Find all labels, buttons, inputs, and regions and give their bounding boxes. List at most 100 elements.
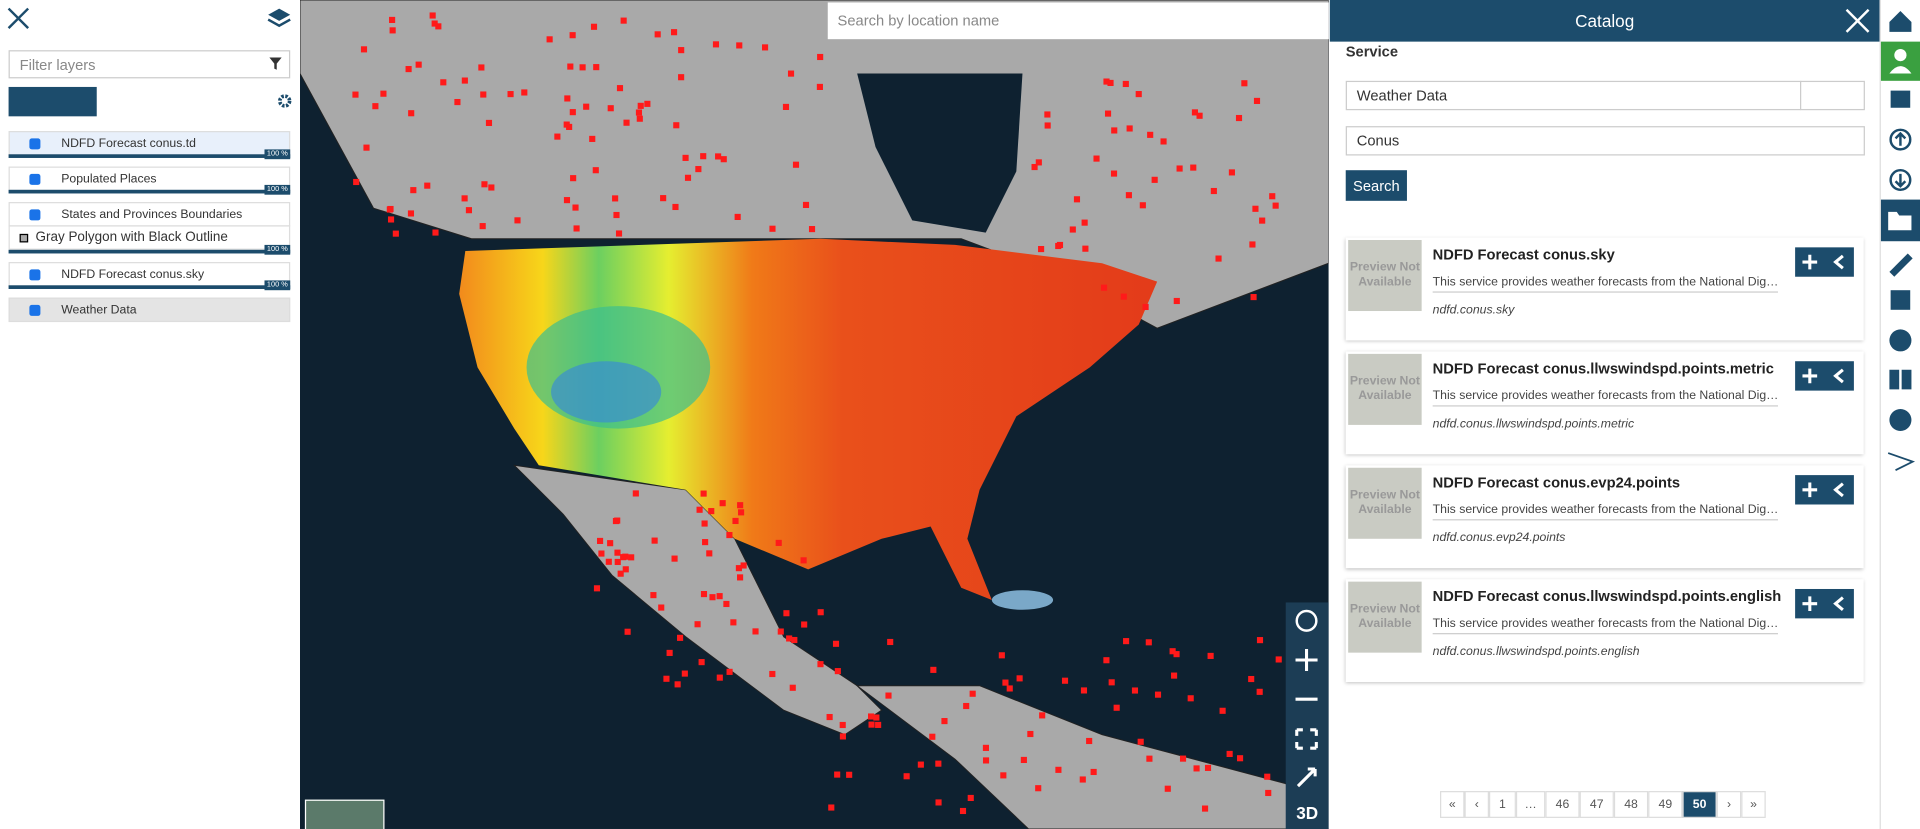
view-toggle[interactable]: 3D — [1296, 803, 1319, 823]
page-button[interactable]: » — [1741, 791, 1766, 818]
page-button[interactable]: 50 — [1682, 791, 1717, 818]
place-marker — [429, 12, 436, 19]
place-marker — [959, 807, 967, 815]
service-select[interactable]: Weather Data — [1345, 80, 1802, 111]
place-marker — [720, 156, 727, 163]
checkbox[interactable] — [29, 208, 41, 220]
place-marker — [1256, 637, 1264, 644]
page-button[interactable]: « — [1440, 791, 1465, 818]
checkbox[interactable] — [29, 137, 41, 149]
page-button[interactable]: 49 — [1648, 791, 1683, 818]
place-marker — [800, 557, 807, 564]
place-marker — [1137, 738, 1144, 745]
place-marker — [709, 594, 716, 601]
result-card: Preview Not Available NDFD Forecast conus… — [1345, 465, 1864, 569]
layer-title: Populated Places — [61, 172, 157, 186]
place-marker — [1016, 675, 1023, 682]
result-actions[interactable] — [1795, 475, 1854, 505]
place-marker — [1147, 131, 1154, 138]
place-marker — [723, 600, 730, 608]
search-button[interactable]: Search — [1345, 170, 1407, 201]
page-button[interactable]: 47 — [1579, 791, 1614, 818]
page-button[interactable]: 48 — [1613, 791, 1649, 818]
place-marker — [834, 668, 841, 675]
place-marker — [887, 638, 894, 646]
place-marker — [982, 757, 990, 764]
place-marker — [1272, 202, 1279, 209]
catalog-search-input[interactable]: Conus — [1345, 126, 1865, 156]
place-marker — [1210, 187, 1217, 195]
map[interactable]: Search by location name 3D — [299, 0, 1330, 829]
location-search[interactable]: Search by location name — [827, 2, 1329, 40]
page-button[interactable]: … — [1515, 791, 1546, 818]
service-actions[interactable] — [1800, 80, 1865, 111]
place-marker — [1160, 138, 1167, 145]
place-marker — [832, 640, 840, 647]
page-button[interactable]: 46 — [1545, 791, 1580, 818]
place-marker — [663, 675, 670, 682]
layer-title: States and Provinces Boundaries — [61, 207, 243, 222]
opacity-bar: 100 % — [8, 184, 291, 195]
layer-row[interactable]: Populated Places — [8, 166, 291, 192]
place-marker — [1219, 707, 1226, 714]
thumbnail: Preview Not Available — [1348, 240, 1422, 312]
close-icon[interactable] — [6, 6, 30, 30]
place-marker — [1139, 202, 1146, 209]
place-marker — [941, 718, 948, 725]
place-marker — [735, 565, 742, 572]
place-marker — [617, 570, 624, 577]
place-marker — [1191, 109, 1198, 116]
place-marker — [481, 181, 488, 188]
place-marker — [737, 502, 744, 509]
close-catalog[interactable] — [1844, 7, 1871, 34]
place-marker — [1020, 756, 1027, 764]
place-marker — [782, 103, 790, 110]
checkbox[interactable] — [29, 173, 41, 185]
result-name: ndfd.conus.sky — [1432, 303, 1515, 318]
place-marker — [701, 520, 708, 527]
place-marker — [700, 591, 708, 598]
layer-row[interactable]: States and Provinces Boundaries — [8, 202, 291, 227]
layer-row[interactable]: NDFD Forecast conus.td — [8, 131, 291, 156]
layers-icon[interactable] — [267, 7, 291, 29]
place-marker — [674, 681, 681, 688]
place-marker — [569, 32, 576, 39]
result-actions[interactable] — [1795, 361, 1854, 391]
place-marker — [875, 721, 882, 728]
place-marker — [672, 203, 679, 211]
place-marker — [567, 63, 574, 70]
layer-row[interactable]: NDFD Forecast conus.sky — [8, 262, 291, 287]
place-marker — [792, 161, 800, 168]
opacity-label: 100 % — [264, 244, 291, 255]
place-marker — [698, 659, 705, 666]
place-marker — [583, 103, 590, 110]
result-actions[interactable] — [1795, 588, 1854, 619]
place-marker — [1044, 111, 1051, 118]
basemap-thumbnail[interactable] — [304, 799, 385, 829]
action-icons — [1802, 482, 1844, 498]
filter-input[interactable]: Filter layers — [8, 50, 291, 79]
result-title: NDFD Forecast conus.llwswindspd.points.e… — [1432, 587, 1782, 605]
layer-row[interactable]: Weather Data — [8, 297, 291, 323]
result-actions[interactable] — [1795, 247, 1854, 277]
place-marker — [917, 761, 924, 768]
result-description: This service provides weather forecasts … — [1432, 617, 1779, 635]
place-marker — [461, 77, 468, 84]
checkbox[interactable] — [29, 304, 41, 316]
settings-icon[interactable] — [277, 93, 293, 109]
place-marker — [579, 64, 586, 71]
page-button[interactable]: 1 — [1488, 791, 1516, 818]
place-marker — [380, 90, 387, 97]
place-marker — [1090, 768, 1097, 776]
page-button[interactable]: ‹ — [1464, 791, 1489, 818]
page-button[interactable]: › — [1716, 791, 1742, 818]
place-marker — [616, 85, 624, 92]
action-icons — [1802, 254, 1844, 270]
filter-icon[interactable] — [268, 56, 283, 71]
place-marker — [694, 621, 701, 628]
place-marker — [1146, 755, 1153, 762]
place-marker — [1193, 765, 1200, 772]
checkbox[interactable] — [29, 268, 41, 280]
place-marker — [1269, 193, 1276, 200]
